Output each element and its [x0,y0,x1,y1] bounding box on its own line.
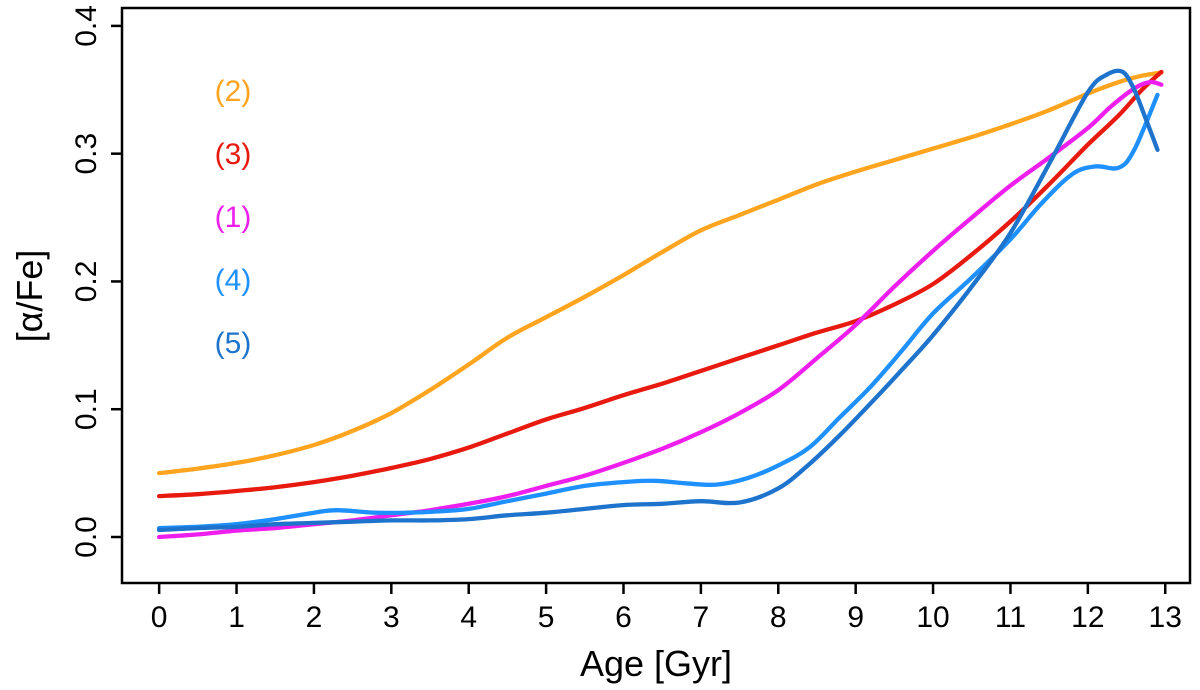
x-tick-label: 4 [460,601,477,634]
x-tick-label: 3 [383,601,400,634]
plot-border [120,6,1192,585]
y-tick-label: 0.0 [70,516,103,558]
x-tick-label: 5 [538,601,555,634]
x-tick-label: 1 [228,601,245,634]
tick-labels: 0 1 2 3 4 5 6 7 8 9 10 11 12 130.00.10.20.30.4 [70,5,1182,634]
x-tick-label: 2 [306,601,323,634]
curve-group [156,68,1164,540]
x-axis-title: Age [Gyr] [580,643,732,684]
legend-item-4: (4) [215,264,252,297]
y-tick-label: 0.2 [70,261,103,303]
x-tick-label: 12 [1071,601,1104,634]
x-tick-label: 10 [916,601,949,634]
x-tick-label: 11 [995,601,1026,634]
x-tick-label: 6 [615,601,632,634]
y-axis-title: [α/Fe] [9,250,50,343]
plot-box [120,6,1192,585]
x-tick-label: 7 [693,601,710,634]
y-tick-label: 0.1 [70,388,103,430]
series-curve-1 [156,79,1164,540]
x-tick-label: 8 [770,601,787,634]
x-tick-label: 9 [847,601,864,634]
legend: (2) (3) (1) (4) (5) [215,75,252,360]
series-curve-4 [156,92,1160,531]
y-tick-label: 0.4 [70,5,103,47]
series-curve-3 [156,69,1164,499]
x-tick-label: 0 [151,601,168,634]
legend-item-3: (3) [215,138,252,171]
series-curve-2 [156,70,1164,476]
axis-ticks [111,24,1167,594]
series-curve-5 [156,68,1160,533]
legend-item-2: (2) [215,75,252,108]
y-tick-label: 0.3 [70,133,103,175]
legend-item-5: (5) [215,327,252,360]
legend-item-1: (1) [215,201,252,234]
x-tick-label: 13 [1149,601,1182,634]
